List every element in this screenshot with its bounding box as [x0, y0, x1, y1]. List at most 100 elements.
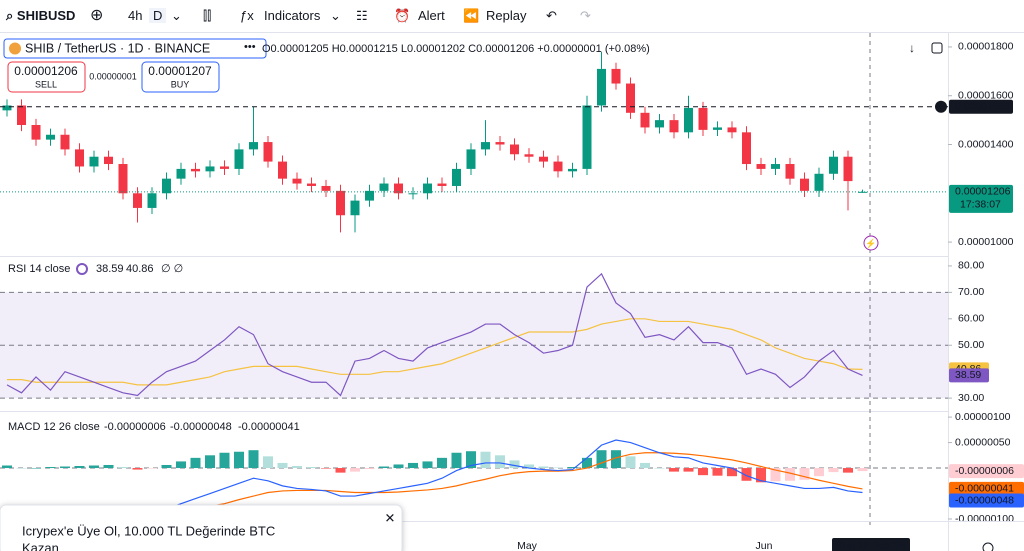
interval[interactable]: 4h	[128, 8, 143, 23]
macd-title: MACD 12 26 close	[8, 421, 100, 433]
candle-body	[379, 183, 389, 191]
interval-menu[interactable]: ⌄	[171, 8, 182, 23]
macd-legend-histogram: -0.00000006	[104, 421, 166, 433]
time-label: Jun	[756, 540, 773, 551]
macd-histogram-bar	[625, 456, 636, 469]
candle-body	[249, 142, 258, 150]
macd-histogram-bar	[509, 460, 520, 469]
candle-icon[interactable]: ⫿⫿	[203, 8, 212, 23]
candle-body	[814, 173, 824, 191]
macd-histogram-bar	[828, 468, 839, 473]
macd-histogram-bar	[857, 468, 868, 472]
macd-histogram-bar	[103, 464, 114, 469]
macd-histogram-bar	[437, 457, 447, 469]
crosshair-time: Sun 15 Jun '25	[836, 540, 906, 551]
indicators-button[interactable]: Indicators	[264, 8, 321, 23]
undo-button[interactable]: ↶	[546, 8, 557, 23]
macd-histogram-bar	[582, 457, 592, 469]
lightning-glyph: ⚡	[865, 237, 876, 249]
macd-histogram-bar	[741, 468, 752, 481]
chart-style[interactable]: D	[149, 8, 167, 23]
rsi-tick-label: 70.00	[958, 286, 984, 298]
symbol-search[interactable]: ⌕ SHIBUSD	[6, 8, 76, 23]
macd-histogram-bar	[727, 468, 737, 477]
candle-body	[394, 183, 403, 194]
redo-button[interactable]: ↷	[580, 8, 591, 23]
candle-body	[727, 127, 737, 133]
macd-tick-label: 0.00000050	[955, 436, 1011, 448]
candle-body	[568, 168, 577, 172]
macd-legend-signal: -0.00000041	[238, 421, 300, 433]
candle-body	[771, 164, 780, 169]
symbol-title: SHIB / TetherUS · 1D · BINANCE	[25, 41, 210, 55]
macd-histogram-bar	[335, 468, 346, 473]
price-tick-label: 0.00001000	[958, 236, 1014, 248]
candle-body	[684, 107, 693, 133]
candle-body	[582, 105, 592, 169]
macd-histogram-bar	[785, 468, 795, 481]
rsi-tick-label: 30.00	[958, 392, 984, 404]
candle-body	[655, 120, 664, 128]
last-price-label: 0.00001206	[955, 186, 1011, 198]
macd-tick-label: 0.00000100	[955, 411, 1011, 423]
macd-histogram-bar	[31, 468, 41, 469]
candle-body	[133, 193, 142, 208]
indicators-menu[interactable]: ⌄	[330, 8, 341, 23]
candle-body	[147, 193, 157, 208]
candle-body	[60, 134, 70, 150]
macd-histogram-bar	[422, 461, 433, 469]
macd-histogram-badge: -0.00000006	[955, 465, 1014, 477]
macd-histogram-bar	[538, 466, 549, 469]
sell-label: SELL	[35, 79, 57, 89]
macd-histogram-bar	[132, 468, 143, 470]
replay-button[interactable]: Replay	[486, 8, 527, 23]
settings-button	[982, 542, 994, 551]
candle-body	[46, 134, 55, 140]
crosshair-time-bg	[832, 538, 910, 551]
indicators-icon: ƒx	[240, 8, 254, 23]
compare-button[interactable]: ⊕	[90, 7, 104, 24]
macd-histogram-bar	[524, 464, 534, 469]
candle-body	[176, 168, 186, 179]
candle-body	[307, 183, 316, 186]
buy-button[interactable]	[141, 61, 220, 93]
macd-histogram-bar	[306, 467, 317, 469]
macd-tick-label: -0.00000100	[955, 513, 1014, 525]
rsi-legend-extra: ∅ ∅	[161, 263, 183, 275]
rsi-icon	[76, 263, 88, 275]
macd-histogram-bar	[495, 455, 505, 469]
marked-level-label: 0.00001555	[955, 100, 1011, 112]
macd-histogram-bar	[16, 468, 27, 469]
macd-histogram-bar	[611, 450, 621, 469]
candle-body	[336, 190, 345, 216]
rsi-tick-label: 80.00	[958, 260, 984, 272]
macd-histogram-bar	[219, 452, 230, 469]
macd-histogram-bar	[147, 468, 157, 469]
add-level-plus: +	[938, 101, 944, 113]
rsi-legend-value: 38.59	[96, 263, 124, 275]
candle-body	[785, 164, 795, 179]
rsi-band	[0, 292, 948, 399]
candle-body	[75, 149, 84, 167]
macd-histogram-bar	[248, 450, 259, 469]
sell-button[interactable]	[7, 61, 86, 93]
macd-histogram-bar	[799, 468, 810, 480]
symbol-title-box	[3, 38, 267, 59]
symbol-logo	[9, 42, 21, 55]
templates-button[interactable]: ☷	[356, 8, 368, 23]
macd-histogram-bar	[161, 464, 172, 469]
macd-histogram-bar	[379, 466, 389, 469]
candle-body	[756, 164, 766, 169]
lightning-icon	[863, 235, 879, 251]
macd-histogram-bar	[770, 468, 781, 482]
candle-body	[31, 125, 41, 140]
alert-button[interactable]: Alert	[418, 8, 445, 23]
add-level-button	[935, 100, 947, 113]
symbol[interactable]: SHIBUSD	[16, 8, 76, 23]
marked-level-label-bg	[949, 99, 1013, 114]
candle-body	[669, 120, 679, 133]
countdown: 17:38:07	[960, 199, 1001, 211]
rsi-tick-label: 60.00	[958, 313, 984, 325]
buy-label: BUY	[171, 79, 190, 89]
